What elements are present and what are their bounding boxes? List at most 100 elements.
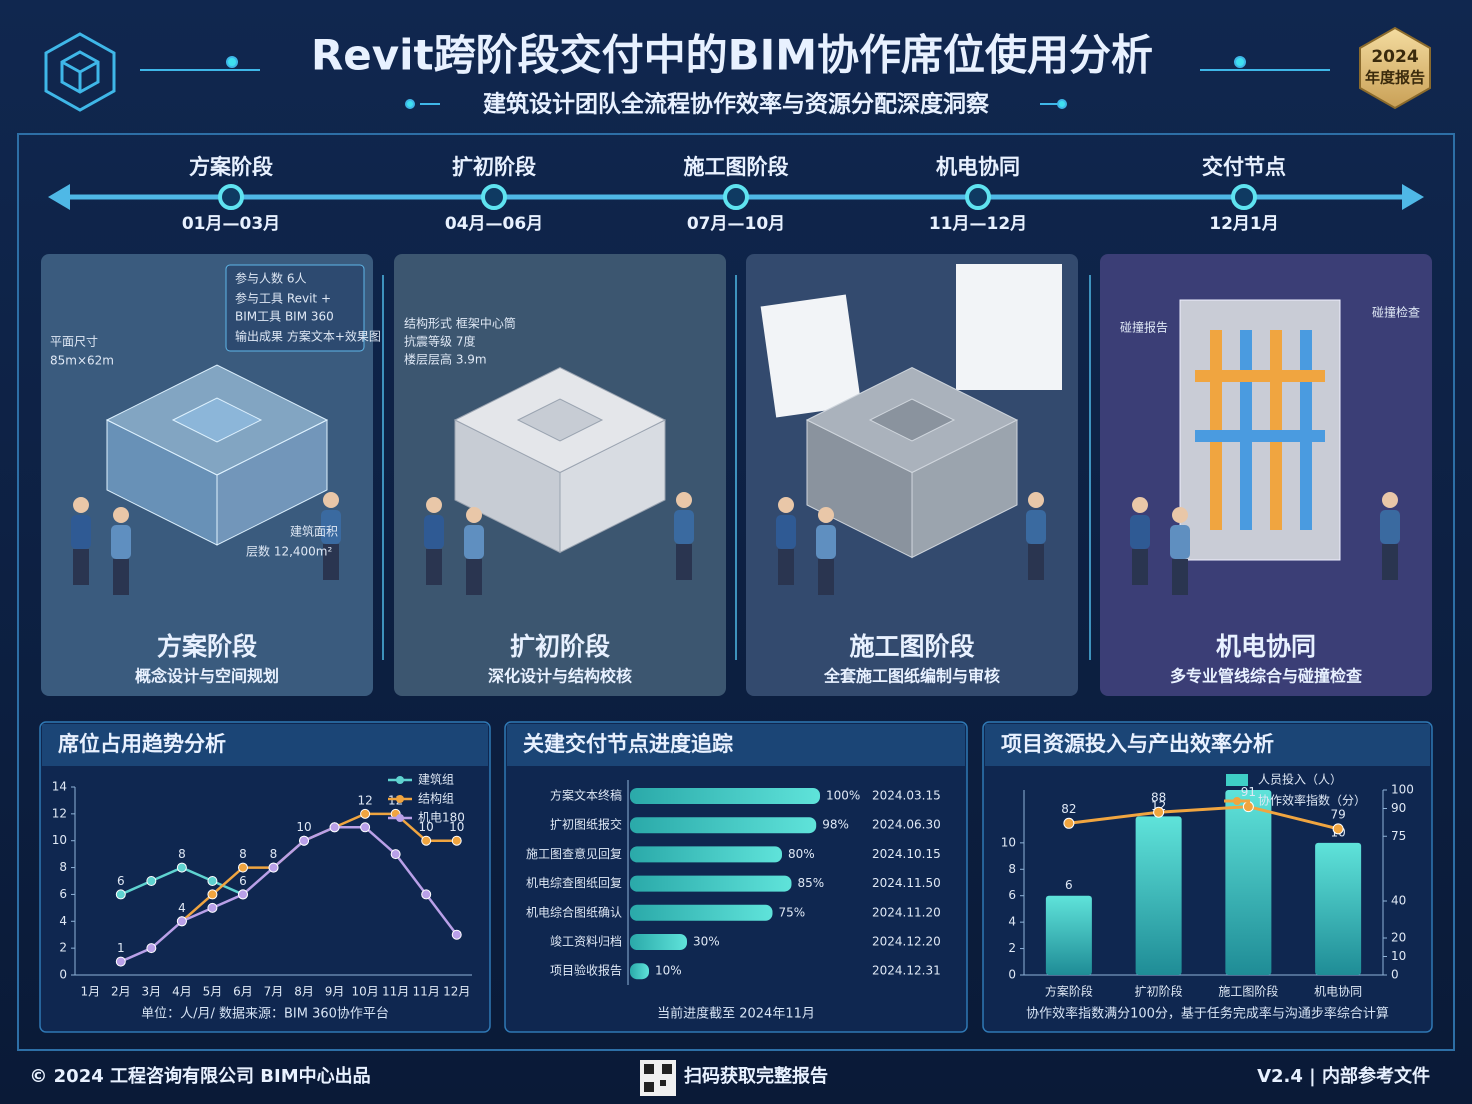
panel-note: 结构形式 框架中心筒 [404,316,516,331]
bar [1225,790,1272,975]
value-label: 10% [655,964,682,978]
y2-tick-label: 100 [1391,783,1414,797]
person-head [818,507,834,523]
category-label: 竣工资料归档 [550,934,622,949]
data-point [237,862,248,873]
data-label: 91 [1241,785,1256,799]
data-label: 6 [117,874,125,888]
y-tick-label: 2 [1008,941,1016,955]
stage-name: 施工图阶段 [684,155,789,179]
qr-code [640,1060,676,1096]
y-tick-label: 12 [52,806,67,820]
date-label: 2024.03.15 [872,789,941,803]
person-legs [73,549,89,585]
person-head [323,492,339,508]
y-tick-label: 0 [1008,968,1016,982]
y-tick-label: 2 [59,941,67,955]
panel-subtitle: 全套施工图纸编制与审核 [823,667,1000,686]
y-tick-label: 14 [52,780,67,794]
bar [630,788,820,804]
panel-note: 层数 12,400m² [246,544,332,559]
legend-dot [1233,797,1241,805]
badge-text: 年度报告 [1365,69,1425,87]
data-point [207,889,218,900]
stage-period: 01月—03月 [182,214,280,234]
data-label: 10 [296,820,311,834]
data-point [360,808,371,819]
data-point [451,929,462,940]
x-tick-label: 7月 [264,985,284,999]
badge-year: 2024 [1371,47,1418,67]
timeline-node [965,184,991,210]
building-illustration [453,366,667,554]
person-body [816,525,836,559]
x-tick-label: 5月 [203,985,223,999]
person-head [466,507,482,523]
legend-swatch [1226,774,1248,786]
building-illustration [805,366,1019,559]
x-tick-label: 2月 [111,985,131,999]
x-tick-label: 8月 [294,985,314,999]
date-label: 2024.10.15 [872,847,941,861]
data-point [1063,817,1075,829]
value-label: 100% [826,789,860,803]
data-point [1153,806,1165,818]
panel-title: 扩初阶段 [510,632,610,661]
person-legs [466,559,482,595]
date-label: 2024.06.30 [872,818,941,832]
stage-name: 扩初阶段 [452,155,536,179]
person-figure [424,497,444,585]
person-legs [676,544,692,580]
panel-note: 输出成果 方案文本+效果图 [235,329,381,344]
data-point [146,943,157,954]
value-label: 80% [788,847,815,861]
category-label: 项目验收报告 [550,963,622,978]
bar [630,934,687,950]
x-tick-label: 机电协同 [1314,984,1362,999]
legend-dot [396,776,404,784]
category-label: 扩初图纸报交 [550,817,622,832]
data-label: 4 [178,901,186,915]
chart-note: 单位：人/月/ 数据来源：BIM 360协作平台 [141,1007,389,1022]
x-tick-label: 扩初阶段 [1135,984,1183,999]
timeline-arrow [1402,184,1424,210]
category-label: 机电综查图纸回复 [526,876,622,890]
data-point [421,835,432,846]
x-tick-label: 施工图阶段 [1218,984,1278,999]
y-tick-label: 0 [59,968,67,982]
person-body [424,515,444,549]
x-tick-label: 1月 [80,985,100,999]
legend-label: 人员投入（人） [1258,772,1342,787]
data-label: 8 [178,847,186,861]
chart-title: 席位占用趋势分析 [58,732,226,756]
legend-label: 机电180 [418,811,465,825]
courtyard [171,397,263,443]
person-figure [1130,497,1150,585]
x-tick-label: 10月 [351,985,378,999]
frame [17,133,1455,1051]
y-tick-label: 6 [1008,888,1016,902]
person-legs [113,559,129,595]
badge [1359,26,1431,110]
chart-note: 当前进度截至 2024年11月 [657,1006,815,1022]
y-tick-label: 8 [1008,862,1016,876]
panel-note: 85m×62m [50,354,114,368]
data-label: 88 [1151,791,1166,805]
panel-title: 施工图阶段 [849,632,974,661]
bar [630,846,782,863]
x-tick-label: 11月 [413,985,440,999]
person-head [676,492,692,508]
value-label: 98% [822,818,849,832]
person-figure [816,507,836,595]
person-head [1382,492,1398,508]
y-tick-label: 10 [1001,835,1016,849]
stage-period: 12月1月 [1209,214,1279,234]
data-point [176,916,187,927]
title: Revit跨阶段交付中的BIM协作席位使用分析 [311,31,1153,80]
qr-text: 扫码获取完整报告 [684,1065,828,1087]
drawing-sheet [956,264,1062,390]
data-label: 12 [357,793,372,807]
timeline-node [218,184,244,210]
data-label: 10 [419,820,434,834]
bar [630,904,773,921]
